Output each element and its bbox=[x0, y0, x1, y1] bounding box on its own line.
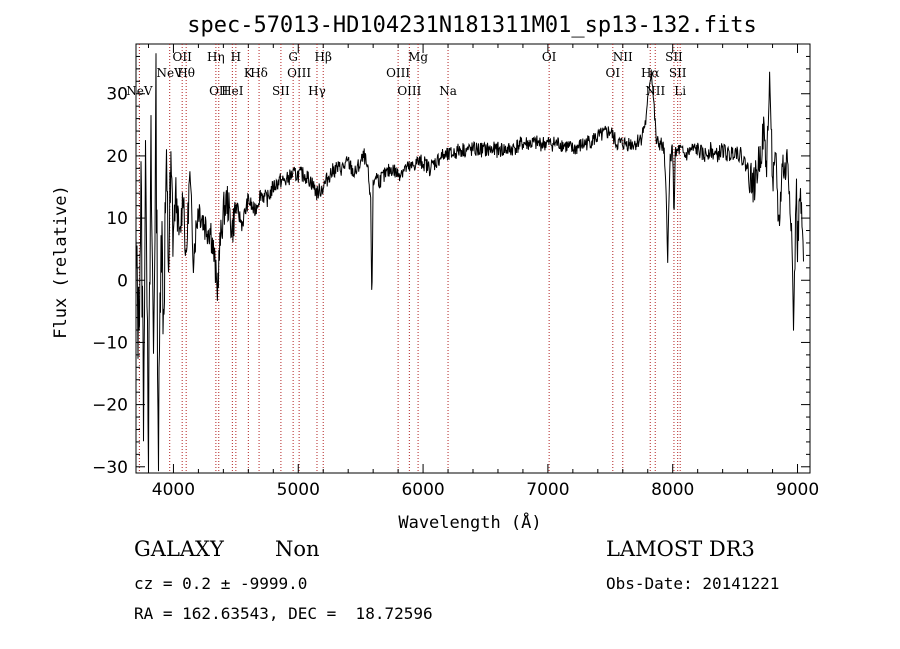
emission-line-label: HeI bbox=[221, 84, 244, 98]
y-tick-label: 0 bbox=[117, 271, 128, 291]
y-tick-label: 30 bbox=[106, 85, 128, 105]
coordinates-text: RA = 162.63543, DEC = 18.72596 bbox=[134, 604, 433, 623]
emission-line-label: K bbox=[244, 66, 254, 80]
emission-line-label: Hβ bbox=[315, 50, 332, 64]
emission-line-label: Hη bbox=[207, 50, 225, 64]
emission-line-label: OIII bbox=[287, 66, 311, 80]
emission-line-label: NII bbox=[645, 84, 665, 98]
emission-line-label: Li bbox=[674, 84, 686, 98]
x-tick-label: 9000 bbox=[776, 480, 819, 500]
emission-line-label: OIII bbox=[386, 66, 410, 80]
emission-line-label: SII bbox=[669, 66, 687, 80]
y-tick-label: 20 bbox=[106, 147, 128, 167]
emission-line-label: Hδ bbox=[250, 66, 268, 80]
y-axis-label: Flux (relative) bbox=[51, 185, 71, 339]
emission-line-label: OI bbox=[606, 66, 621, 80]
x-tick-label: 7000 bbox=[526, 480, 569, 500]
emission-line-label: Hθ bbox=[177, 66, 195, 80]
emission-line-label: SII bbox=[665, 50, 683, 64]
emission-line-label: H bbox=[231, 50, 241, 64]
emission-line-label: SII bbox=[272, 84, 290, 98]
x-axis-ticks: 4000 5000 6000 7000 8000 9000 bbox=[147, 44, 819, 500]
chart-title: spec-57013-HD104231N181311M01_sp13-132.f… bbox=[187, 13, 757, 38]
plot-frame bbox=[135, 43, 811, 474]
emission-line-label: OIII bbox=[397, 84, 421, 98]
emission-line-label: NII bbox=[613, 50, 633, 64]
emission-line-label: Mg bbox=[408, 50, 428, 64]
y-axis-ticks: −30 −20 −10 0 10 20 30 bbox=[92, 55, 810, 478]
spectrum-series-line bbox=[135, 53, 804, 472]
emission-line-label: NeV bbox=[157, 66, 184, 80]
y-tick-label: −10 bbox=[92, 333, 128, 353]
x-axis-label: Wavelength (Å) bbox=[398, 511, 541, 533]
emission-line-markers bbox=[138, 44, 681, 473]
x-tick-label: 4000 bbox=[152, 480, 195, 500]
x-tick-label: 5000 bbox=[277, 480, 320, 500]
x-tick-label: 6000 bbox=[401, 480, 444, 500]
emission-line-labels: NeVNeVOIIHθHηOIIHeIHKHδSIIGOIIIHγHβOIIIO… bbox=[126, 50, 687, 98]
emission-line-label: NeV bbox=[126, 84, 153, 98]
object-subclass-label: Non bbox=[275, 537, 320, 561]
x-tick-label: 8000 bbox=[651, 480, 694, 500]
emission-line-label: OI bbox=[542, 50, 557, 64]
obs-date-text: Obs-Date: 20141221 bbox=[606, 574, 780, 593]
object-class-label: GALAXY bbox=[134, 537, 224, 561]
emission-line-label: Hγ bbox=[308, 84, 326, 98]
emission-line-label: G bbox=[288, 50, 298, 64]
emission-line-label: Hα bbox=[641, 66, 660, 80]
y-tick-label: 10 bbox=[106, 209, 128, 229]
emission-line-label: Na bbox=[439, 84, 457, 98]
redshift-text: cz = 0.2 ± -9999.0 bbox=[134, 574, 308, 593]
plot-area: NeVNeVOIIHθHηOIIHeIHKHδSIIGOIIIHγHβOIIIO… bbox=[92, 43, 819, 500]
survey-label: LAMOST DR3 bbox=[606, 537, 755, 561]
y-tick-label: −20 bbox=[92, 396, 128, 416]
emission-line-label: OII bbox=[209, 84, 229, 98]
y-tick-label: −30 bbox=[92, 458, 128, 478]
emission-line-label: OII bbox=[173, 50, 193, 64]
